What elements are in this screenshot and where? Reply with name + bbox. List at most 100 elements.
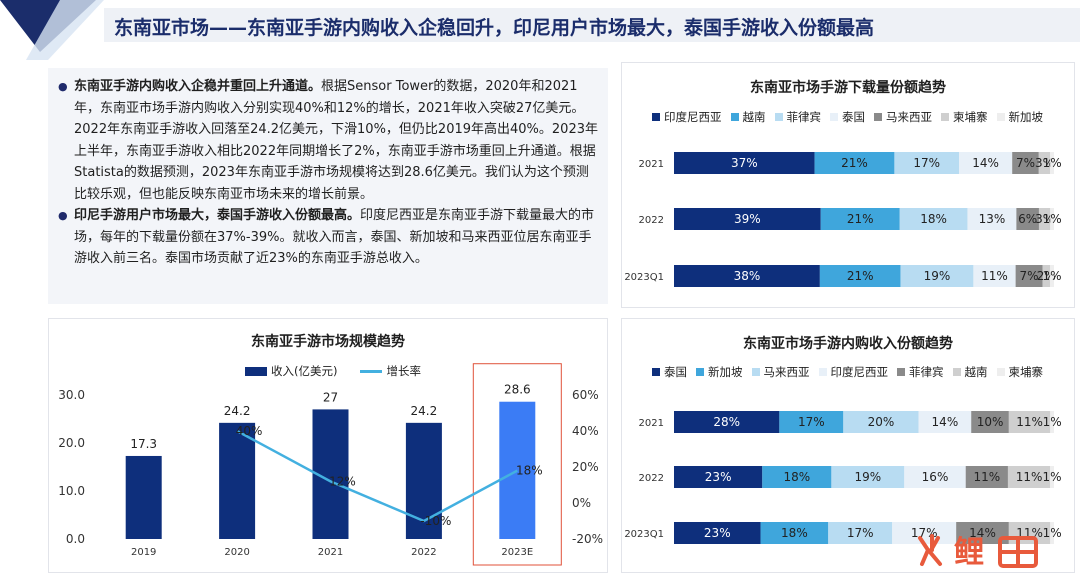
legend-label: 马来西亚 bbox=[886, 110, 932, 124]
legend-swatch bbox=[696, 368, 704, 376]
stacked-segment bbox=[900, 265, 974, 287]
segment-data-label: 17% bbox=[847, 526, 874, 540]
legend-swatch bbox=[652, 113, 660, 121]
stacked-segment bbox=[674, 522, 761, 544]
legend-item: 马来西亚 bbox=[751, 364, 810, 380]
segment-data-label: 39% bbox=[734, 212, 761, 226]
segment-data-label: 37% bbox=[731, 156, 758, 170]
stacked-segment bbox=[819, 265, 901, 287]
stacked-segment bbox=[894, 152, 959, 174]
stacked-segment bbox=[967, 208, 1017, 230]
revenue-share-plot: 2021 28% 17% 20% 14% 10% 11% 1%2022 23% 18% 19% 16%… bbox=[624, 411, 1062, 544]
stacked-segment bbox=[1050, 152, 1054, 174]
stacked-segment bbox=[918, 411, 972, 433]
legend-swatch bbox=[941, 113, 949, 121]
chart-title: 东南亚市场手游下载量份额趋势 bbox=[750, 80, 946, 96]
segment-data-label: 21% bbox=[847, 269, 874, 283]
stacked-segment bbox=[1007, 466, 1051, 488]
y-tick-label: 2023Q1 bbox=[624, 529, 664, 540]
paragraph-lead: 东南亚手游内购收入企稳并重回上升通道。 bbox=[74, 79, 322, 94]
legend-item: 泰国 bbox=[830, 109, 865, 125]
legend-label: 菲律宾 bbox=[786, 110, 822, 124]
segment-data-label: 1% bbox=[1043, 156, 1062, 170]
growth-line bbox=[236, 429, 518, 523]
segment-data-label: 23% bbox=[704, 526, 731, 540]
segment-data-label: 19% bbox=[855, 470, 882, 484]
stacked-segment bbox=[674, 208, 821, 230]
legend-label: 马来西亚 bbox=[763, 365, 810, 379]
segment-data-label: 11% bbox=[973, 470, 1000, 484]
segment-data-label: 3% bbox=[1035, 212, 1054, 226]
y-tick-label: 2021 bbox=[639, 418, 664, 429]
bar-data-label: 17.3 bbox=[130, 437, 157, 451]
segment-data-label: 1% bbox=[1043, 526, 1062, 540]
legend-item: 印度尼西亚 bbox=[818, 364, 889, 380]
stacked-segment bbox=[1042, 265, 1051, 287]
segment-data-label: 17% bbox=[798, 415, 825, 429]
stacked-segment bbox=[1016, 208, 1039, 230]
stacked-segment bbox=[760, 522, 829, 544]
stacked-segment bbox=[971, 411, 1009, 433]
y-right-tick-label: 40% bbox=[572, 424, 599, 438]
bar bbox=[219, 422, 256, 539]
segment-data-label: 21% bbox=[847, 212, 874, 226]
legend-label: 印度尼西亚 bbox=[664, 110, 722, 124]
line-data-label: 18% bbox=[516, 464, 543, 478]
legend-swatch bbox=[751, 368, 760, 376]
stacked-segment bbox=[1050, 466, 1054, 488]
stacked-segment bbox=[892, 522, 957, 544]
segment-data-label: 23% bbox=[705, 470, 732, 484]
legend-swatch bbox=[818, 368, 827, 376]
stacked-segment bbox=[1012, 152, 1039, 174]
stacked-segment bbox=[828, 522, 893, 544]
bar bbox=[499, 401, 536, 539]
legend-label: 柬埔寨 bbox=[1008, 365, 1044, 379]
x-tick-label: 2019 bbox=[131, 547, 156, 558]
legend-label: 收入(亿美元) bbox=[271, 364, 338, 378]
segment-data-label: 17% bbox=[913, 156, 940, 170]
stacked-segment bbox=[899, 208, 968, 230]
y-right-tick-label: -20% bbox=[572, 532, 603, 546]
x-tick-label: 2020 bbox=[224, 547, 249, 558]
stacked-segment bbox=[1050, 265, 1054, 287]
y-tick-label: 2023Q1 bbox=[624, 272, 664, 283]
legend-swatch bbox=[830, 113, 838, 121]
market-size-plot: 0.0 10.0 20.0 30.0 -20% 0% 20% 40% 60% 17.3 2019 24… bbox=[58, 363, 603, 566]
legend-item: 柬埔寨 bbox=[996, 364, 1044, 380]
stacked-segment bbox=[1008, 411, 1051, 433]
y-tick-label: 2022 bbox=[639, 215, 664, 226]
header-bar bbox=[104, 8, 1080, 42]
y-tick-label: 2022 bbox=[639, 473, 664, 484]
legend-item: 马来西亚 bbox=[874, 109, 932, 125]
download-share-chart-box: 东南亚市场手游下载量份额趋势 印度尼西亚 越南 菲律宾 泰国 马来西亚 柬埔寨 新加坡 20… bbox=[621, 62, 1075, 308]
legend-item: 印度尼西亚 bbox=[652, 109, 722, 125]
highlight-box bbox=[472, 363, 562, 566]
x-tick-label: 2021 bbox=[318, 547, 343, 558]
legend-swatch bbox=[730, 113, 739, 121]
legend-swatch bbox=[245, 366, 267, 376]
segment-data-label: 1% bbox=[1043, 415, 1062, 429]
segment-data-label: 18% bbox=[920, 212, 947, 226]
segment-data-label: 14% bbox=[972, 156, 999, 170]
legend-label: 越南 bbox=[964, 365, 988, 379]
chart-title: 东南亚手游市场规模趋势 bbox=[251, 334, 405, 350]
stacked-segment bbox=[1050, 411, 1054, 433]
segment-data-label: 38% bbox=[734, 269, 761, 283]
segment-data-label: 18% bbox=[781, 526, 808, 540]
segment-data-label: 20% bbox=[868, 415, 895, 429]
page-title: 东南亚市场——东南亚手游内购收入企稳回升，印尼用户市场最大，泰国手游收入份额最高 bbox=[114, 17, 875, 39]
legend-swatch bbox=[897, 368, 905, 376]
segment-data-label: 11% bbox=[1016, 470, 1043, 484]
legend-label: 印度尼西亚 bbox=[830, 365, 889, 379]
paragraph-body: 印度尼西亚是东南亚手游下载量最大的市场，每年的下载量份额在37%-39%。就收入… bbox=[74, 208, 595, 266]
legend-line-swatch bbox=[360, 369, 383, 373]
legend-label: 泰国 bbox=[842, 110, 865, 124]
segment-data-label: 10% bbox=[977, 415, 1004, 429]
legend-item-growth: 增长率 bbox=[360, 363, 421, 379]
stacked-segment bbox=[904, 466, 966, 488]
legend-label: 泰国 bbox=[664, 365, 687, 379]
segment-data-label: 7% bbox=[1016, 156, 1035, 170]
stacked-segment bbox=[1050, 208, 1054, 230]
segment-data-label: 16% bbox=[922, 470, 949, 484]
paragraph-body: 根据Sensor Tower的数据，2020年和2021年，东南亚市场手游内购收… bbox=[74, 79, 598, 202]
